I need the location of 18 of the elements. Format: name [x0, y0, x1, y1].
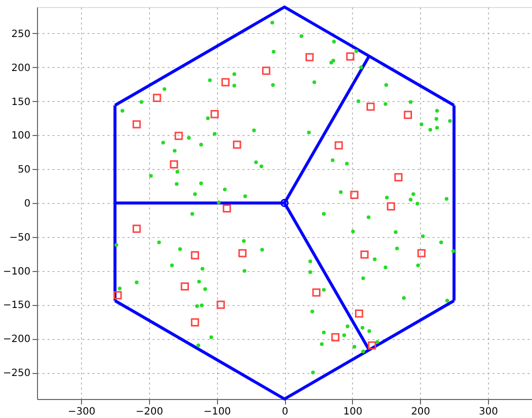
y-tick-label: 0: [24, 198, 30, 210]
y-tick-label: 50: [18, 164, 30, 176]
x-tick-label: 100: [343, 406, 362, 418]
y-tick-label: −150: [3, 300, 30, 312]
y-tick-label: 150: [11, 96, 30, 108]
y-tick-label: 200: [11, 62, 30, 74]
x-tick-label: 300: [478, 406, 498, 418]
x-tick-label: −300: [68, 406, 96, 418]
y-tick-label: −250: [3, 368, 30, 380]
x-tick-label: −100: [203, 406, 231, 418]
x-tick-label: 0: [282, 406, 288, 418]
y-tick-label: −100: [3, 266, 30, 278]
x-tick-label: 200: [411, 406, 430, 418]
y-tick-label: 100: [11, 130, 30, 142]
x-tick-label: −200: [136, 406, 164, 418]
y-tick-label: −50: [9, 232, 30, 244]
y-tick-label: −200: [3, 334, 30, 346]
y-tick-label: 250: [11, 28, 30, 40]
